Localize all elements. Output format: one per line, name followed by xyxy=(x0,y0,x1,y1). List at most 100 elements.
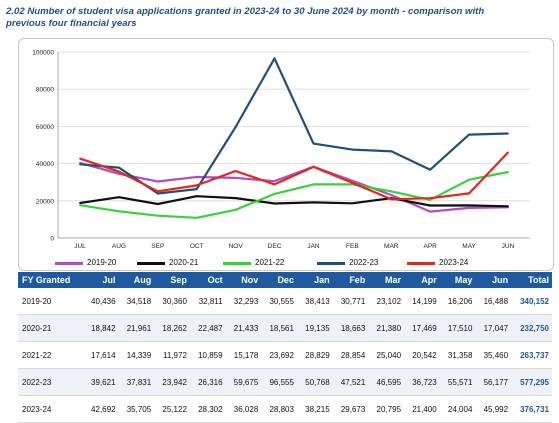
data-point-2021-22 xyxy=(195,216,198,219)
total-cell: 577,295 xyxy=(511,368,552,396)
data-point-2020-21 xyxy=(79,202,81,204)
table-cell: 59,675 xyxy=(225,368,262,396)
x-tick-label: DEC xyxy=(268,243,282,250)
table-row: 2023-24 42,692 35,705 25,122 28,302 36,028 28,… xyxy=(18,395,552,423)
data-point-2023-24 xyxy=(351,181,354,184)
data-point-2020-21 xyxy=(156,203,159,205)
chart-legend: 2019-20 2020-21 2021-22 2022-23 2023-24 xyxy=(55,258,515,270)
legend-swatch xyxy=(223,262,251,265)
table-row: 2019-20 40,436 34,518 30,360 32,811 32,293 30,… xyxy=(18,288,552,315)
table-cell: 50,768 xyxy=(296,368,333,396)
table-cell: 17,614 xyxy=(82,341,119,369)
table-cell: 28,854 xyxy=(332,341,369,369)
total-cell: 263,737 xyxy=(511,341,552,369)
data-point-2023-24 xyxy=(118,170,120,173)
data-point-2020-21 xyxy=(273,202,276,205)
table-cell: 45,992 xyxy=(475,395,512,423)
table-cell: 32,293 xyxy=(225,288,262,315)
column-header: Apr xyxy=(404,272,440,288)
table-cell: 39,621 xyxy=(82,368,119,396)
data-point-2023-24 xyxy=(234,170,237,172)
data-point-2023-24 xyxy=(156,190,159,193)
data-point-2020-21 xyxy=(195,195,198,198)
row-label: 2021-22 xyxy=(18,341,83,369)
data-point-2023-24 xyxy=(507,151,509,154)
x-tick-label: SEP xyxy=(151,243,164,250)
series-line-2020-21 xyxy=(79,195,509,208)
y-tick-label: 80000 xyxy=(36,87,54,94)
data-point-2022-23 xyxy=(390,150,393,153)
table-cell: 96,555 xyxy=(261,368,297,396)
table-cell: 40,436 xyxy=(82,288,119,315)
table-cell: 18,262 xyxy=(154,314,190,342)
data-point-2021-22 xyxy=(468,178,470,181)
data-point-2023-24 xyxy=(195,184,198,187)
legend-label: 2019-20 xyxy=(87,258,117,267)
data-point-2023-24 xyxy=(390,198,393,201)
x-tick-label: NOV xyxy=(229,243,244,250)
x-tick-label: FEB xyxy=(346,243,359,250)
y-tick-label: 60000 xyxy=(36,124,54,131)
table-cell: 46,595 xyxy=(368,368,405,396)
table-cell: 31,358 xyxy=(439,341,476,369)
table-cell: 17,469 xyxy=(404,314,440,342)
data-point-2019-20 xyxy=(468,206,470,209)
legend-swatch xyxy=(55,262,83,265)
data-point-2022-23 xyxy=(118,166,120,169)
table-cell: 38,215 xyxy=(296,395,333,423)
column-header: Mar xyxy=(368,272,405,288)
data-point-2021-22 xyxy=(390,190,393,193)
row-label: 2023-24 xyxy=(18,395,83,423)
table-cell: 16,206 xyxy=(439,288,476,315)
data-point-2019-20 xyxy=(351,179,354,182)
table-row: 2022-23 39,621 37,831 23,942 26,316 59,675 96,… xyxy=(18,368,552,396)
row-label: 2019-20 xyxy=(18,288,83,315)
data-point-2022-23 xyxy=(429,168,432,171)
table-cell: 22,487 xyxy=(189,314,226,342)
total-cell: 232,750 xyxy=(511,314,552,342)
data-point-2021-22 xyxy=(429,198,432,201)
x-tick-label: AUG xyxy=(112,243,126,250)
table-cell: 37,831 xyxy=(118,368,155,396)
table-cell: 28,302 xyxy=(189,395,226,423)
table-cell: 56,177 xyxy=(475,368,512,396)
column-header: Jul xyxy=(82,272,119,288)
table-cell: 21,400 xyxy=(404,395,440,423)
table-cell: 11,972 xyxy=(154,341,190,369)
column-header: Jan xyxy=(296,272,333,288)
data-point-2020-21 xyxy=(507,205,509,208)
table-row: 2021-22 17,614 14,339 11,972 10,859 15,178 23,… xyxy=(18,341,552,369)
table-cell: 21,433 xyxy=(225,314,262,342)
data-point-2021-22 xyxy=(234,208,237,211)
table-cell: 17,510 xyxy=(439,314,476,342)
table-cell: 10,859 xyxy=(189,341,226,369)
table-cell: 35,705 xyxy=(118,395,155,423)
table-cell: 34,518 xyxy=(118,288,155,315)
y-tick-label: 0 xyxy=(50,236,54,243)
table-row: 2020-21 18,842 21,961 18,262 22,487 21,433 18,… xyxy=(18,314,552,342)
data-point-2019-20 xyxy=(273,180,276,183)
table-cell: 18,561 xyxy=(261,314,297,342)
total-cell: 340,152 xyxy=(511,288,552,315)
data-table: FY Granted Jul Aug Sep Oct Nov Dec Jan Feb Mar Apr… xyxy=(18,272,552,423)
table-cell: 25,040 xyxy=(368,341,405,369)
data-point-2023-24 xyxy=(468,192,470,195)
column-header: FY Granted xyxy=(18,272,83,288)
data-point-2019-20 xyxy=(118,172,120,175)
x-tick-label: MAR xyxy=(384,243,399,250)
legend-swatch xyxy=(317,262,345,265)
data-point-2020-21 xyxy=(312,201,315,204)
data-point-2022-23 xyxy=(273,57,276,60)
x-tick-label: JUN xyxy=(502,243,515,250)
table-cell: 20,542 xyxy=(404,341,440,369)
data-point-2020-21 xyxy=(429,204,432,207)
data-point-2020-21 xyxy=(351,202,354,205)
data-point-2023-24 xyxy=(273,183,276,186)
table-cell: 18,842 xyxy=(82,314,119,342)
chart-title: 2.02 Number of student visa applications… xyxy=(6,6,485,29)
data-point-2023-24 xyxy=(429,197,432,200)
y-tick-label: 40000 xyxy=(36,161,54,168)
table-cell: 28,829 xyxy=(296,341,333,369)
table-cell: 18,663 xyxy=(332,314,369,342)
table-cell: 55,571 xyxy=(439,368,476,396)
